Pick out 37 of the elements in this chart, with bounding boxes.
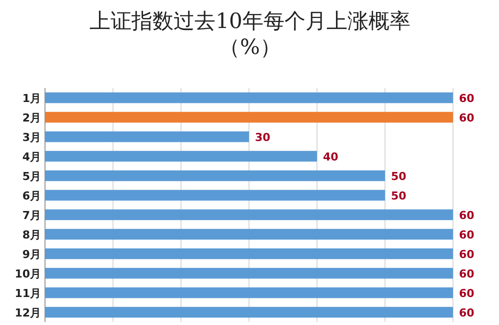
y-tick-label: 7月 <box>22 208 41 222</box>
data-label: 60 <box>459 267 475 280</box>
data-label: 60 <box>459 208 475 222</box>
data-label: 60 <box>459 111 475 124</box>
bar <box>45 112 453 123</box>
y-tick-label: 2月 <box>22 111 41 124</box>
chart-title: 上证指数过去10年每个月上涨概率（%） <box>88 8 412 60</box>
data-label: 30 <box>255 130 271 144</box>
data-label: 50 <box>391 189 407 202</box>
bar <box>45 131 249 142</box>
bar <box>45 268 453 279</box>
data-label: 60 <box>459 306 475 320</box>
bar <box>45 150 317 162</box>
y-tick-label: 10月 <box>14 267 41 280</box>
y-tick-label: 8月 <box>22 228 41 242</box>
y-tick-label: 11月 <box>14 286 41 300</box>
data-label: 60 <box>459 286 475 300</box>
y-tick-label: 1月 <box>22 92 41 105</box>
bar <box>45 306 453 318</box>
y-tick-label: 12月 <box>14 306 41 320</box>
bar <box>45 190 385 201</box>
data-label: 50 <box>391 170 407 183</box>
y-tick-label: 3月 <box>22 130 41 144</box>
y-tick-label: 9月 <box>22 248 41 261</box>
bar <box>45 228 453 240</box>
bar <box>45 92 453 104</box>
y-tick-label: 4月 <box>22 150 41 164</box>
y-tick-label: 6月 <box>22 189 41 202</box>
data-label: 40 <box>323 150 339 164</box>
bar <box>45 248 453 260</box>
bar <box>45 170 385 182</box>
data-label: 60 <box>459 92 475 105</box>
data-label: 60 <box>459 228 475 242</box>
data-label: 60 <box>459 248 475 261</box>
bar <box>45 287 453 298</box>
bar <box>45 209 453 220</box>
y-tick-label: 5月 <box>22 170 41 183</box>
